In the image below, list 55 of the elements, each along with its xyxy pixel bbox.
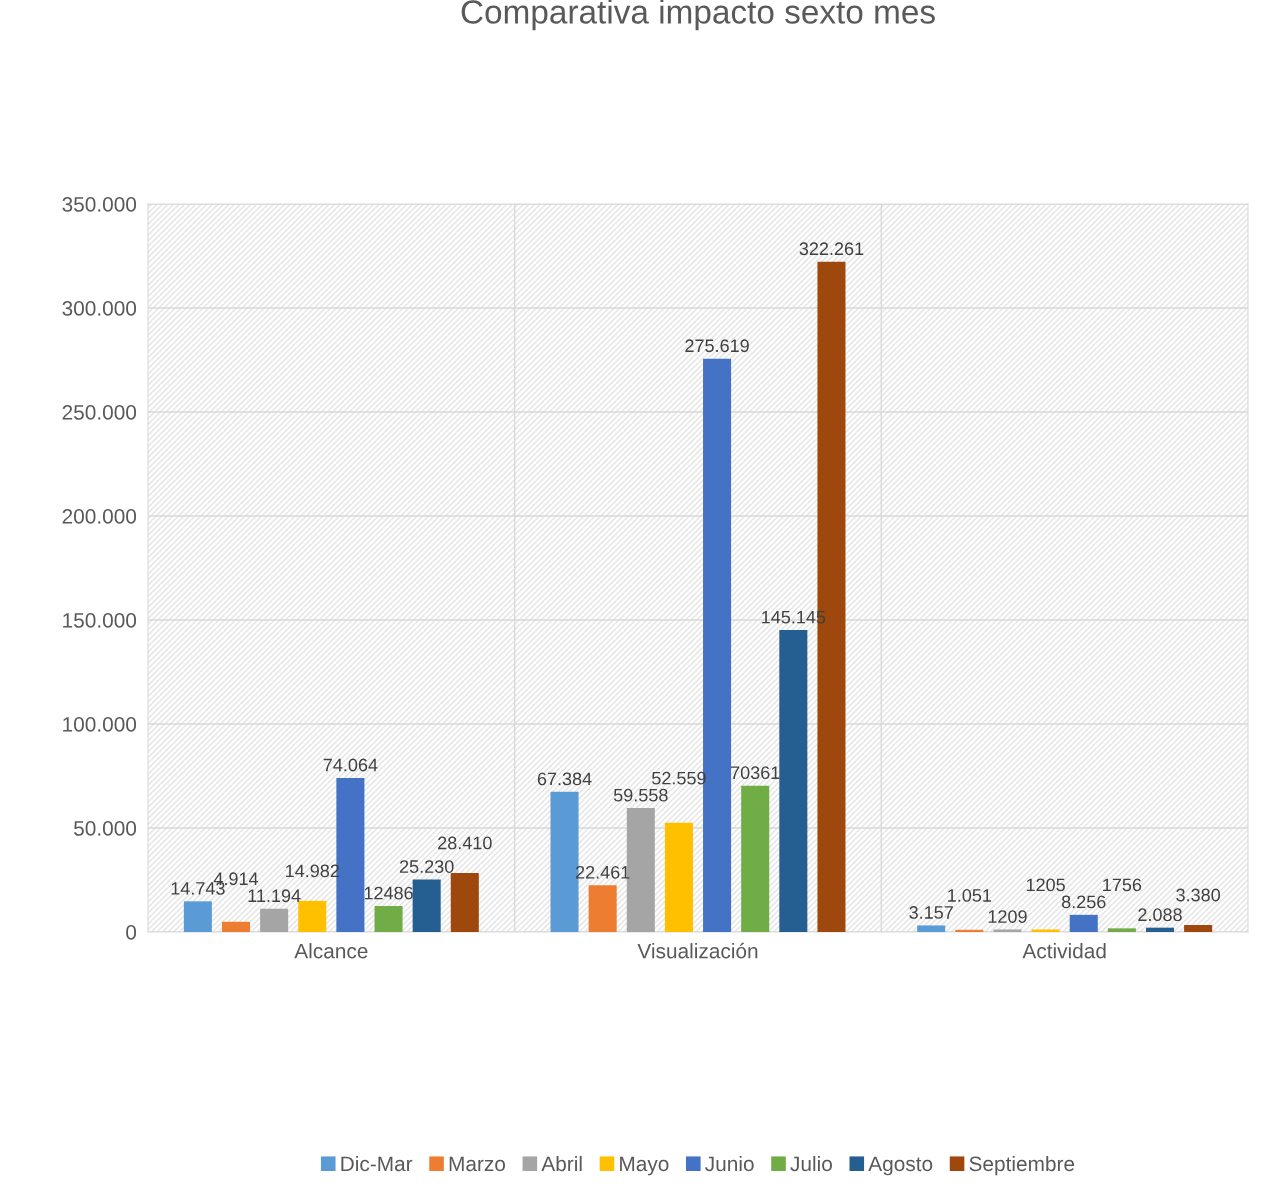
bar <box>183 901 212 932</box>
y-tick-label: 350.000 <box>62 197 137 212</box>
data-label: 8.256 <box>1061 895 1106 909</box>
y-tick-label: 100.000 <box>63 717 137 732</box>
data-label: 322.261 <box>799 242 864 256</box>
bar <box>664 822 693 932</box>
chart-title: Comparativa impacto sexto mes <box>461 0 935 31</box>
legend-label: Dic-Mar <box>341 1155 413 1172</box>
bar <box>1031 929 1060 932</box>
y-tick-label: 50.000 <box>74 821 137 836</box>
legend-label: Junio <box>705 1155 754 1172</box>
legend-label: Mayo <box>620 1156 669 1176</box>
bar <box>1184 924 1213 932</box>
bar <box>955 929 984 932</box>
legend-label: Agosto <box>868 1156 933 1176</box>
bar <box>450 872 479 932</box>
data-label: 1.051 <box>948 889 992 902</box>
bar <box>588 885 617 932</box>
legend-label: Julio <box>790 1155 832 1172</box>
y-tick-label: 150.000 <box>63 613 137 628</box>
data-label: 11.194 <box>248 889 301 903</box>
bar <box>260 908 289 932</box>
data-label: 3.157 <box>909 906 953 919</box>
data-label: 2.088 <box>1138 908 1182 922</box>
data-label: 3.380 <box>1176 888 1221 902</box>
x-tick-label: Visualización <box>637 942 758 959</box>
legend-label: Abril <box>541 1155 582 1172</box>
bar <box>1069 914 1098 932</box>
bar <box>1145 927 1175 932</box>
bar <box>374 906 403 932</box>
data-label: 28.410 <box>438 836 492 850</box>
data-label: 1756 <box>1103 878 1142 892</box>
bar <box>917 925 946 932</box>
legend-label: Septiembre <box>969 1155 1075 1176</box>
y-tick-label: 0 <box>126 925 137 940</box>
data-label: 1205 <box>1026 878 1065 892</box>
data-label: 74.064 <box>323 758 378 772</box>
bar <box>993 929 1022 932</box>
data-label: 67.384 <box>537 772 592 786</box>
y-tick-label: 300.000 <box>62 301 137 316</box>
bar <box>412 879 441 932</box>
bar <box>1107 928 1136 932</box>
bar <box>741 785 770 932</box>
data-label: 25.230 <box>399 860 454 873</box>
x-tick-label: Alcance <box>294 943 368 959</box>
data-label: 1209 <box>988 910 1027 923</box>
data-label: 12486 <box>364 886 413 900</box>
bar <box>221 921 251 932</box>
data-label: 59.558 <box>613 788 668 802</box>
legend-label: Marzo <box>449 1156 506 1172</box>
data-label: 275.619 <box>685 339 749 353</box>
y-tick-label: 250.000 <box>62 405 137 420</box>
bar <box>779 630 808 932</box>
x-tick-label: Actividad <box>1022 943 1106 959</box>
y-tick-label: 200.000 <box>62 509 137 524</box>
